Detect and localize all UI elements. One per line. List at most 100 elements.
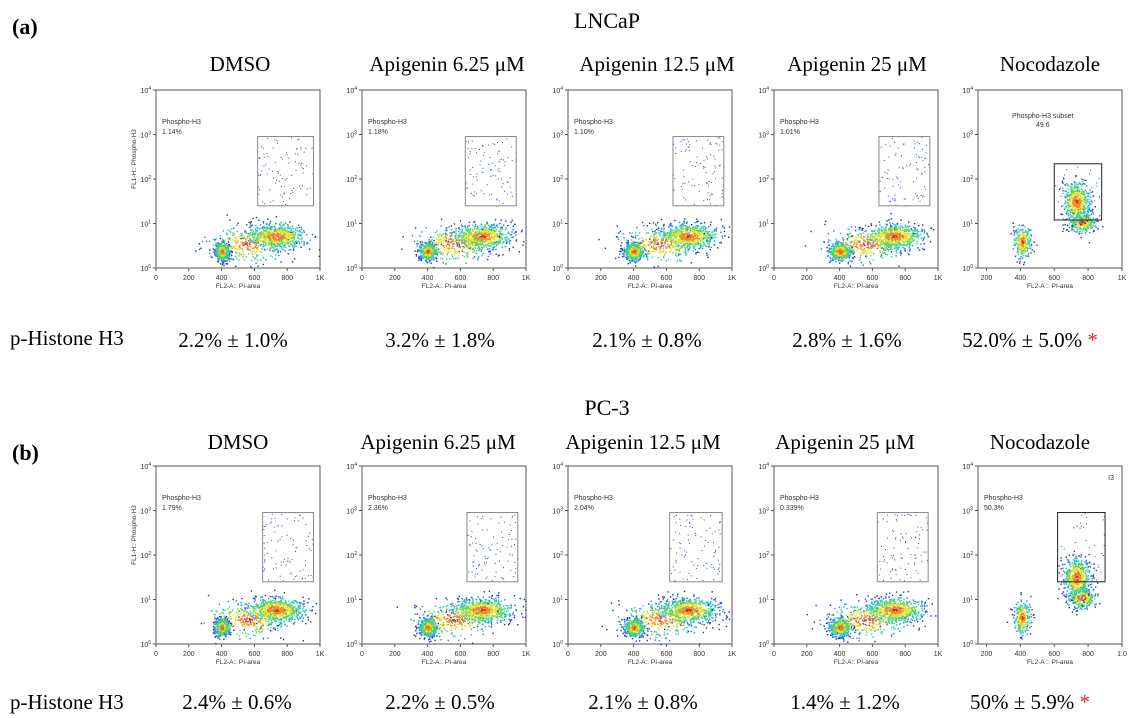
gate-extra-label: I3 [1108, 475, 1114, 482]
y-tick-label: 101 [552, 220, 563, 229]
y-tick-label: 101 [962, 596, 973, 605]
gate-box [669, 512, 723, 583]
x-tick-label: 800 [899, 651, 911, 658]
gate-value: 2.04% [574, 505, 594, 512]
x-axis-label: FL2-A:: PI-area [422, 283, 467, 290]
y-tick-label: 100 [758, 264, 769, 273]
gate-value: 1.79% [162, 505, 182, 512]
gate-box [257, 136, 314, 207]
x-tick-label: 0 [154, 651, 158, 658]
x-tick-label: 400 [422, 651, 434, 658]
col-title-b-1: DMSO [207, 430, 269, 454]
x-tick-label: 600 [1048, 651, 1060, 658]
y-tick-label: 104 [140, 462, 151, 471]
y-tick-label: 100 [346, 640, 357, 649]
x-tick-label: 200 [801, 275, 813, 282]
x-tick-label: 800 [693, 651, 705, 658]
y-tick-label: 101 [140, 220, 151, 229]
significance-star-b: * [1079, 690, 1091, 714]
x-axis-label: FL2-A:: PI-area [216, 659, 261, 666]
x-tick-label: 1K [316, 651, 325, 658]
y-axis-label: FL1-H:: Phospho-H3 [131, 129, 138, 189]
x-tick-label: 600 [867, 275, 879, 282]
scatter-points [601, 514, 731, 646]
x-tick-label: 600 [455, 651, 467, 658]
y-tick-label: 100 [552, 264, 563, 273]
y-tick-label: 101 [140, 596, 151, 605]
col-title-b-5: Nocodazole [989, 430, 1091, 454]
x-tick-label: 0 [772, 275, 776, 282]
x-tick-label: 400 [834, 275, 846, 282]
y-tick-label: 102 [962, 551, 973, 560]
x-tick-label: 400 [422, 275, 434, 282]
x-tick-label: 1.0 [1117, 651, 1127, 658]
value-a-3: 2.1% ± 0.8% [592, 328, 702, 352]
y-tick-label: 100 [962, 640, 973, 649]
significance-star-a: * [1087, 328, 1098, 352]
x-tick-label: 200 [183, 275, 195, 282]
x-tick-label: 600 [867, 651, 879, 658]
y-tick-label: 103 [758, 507, 769, 516]
y-tick-label: 103 [140, 507, 151, 516]
x-tick-label: 1K [522, 275, 531, 282]
y-tick-label: 103 [758, 131, 769, 140]
x-tick-label: 800 [1082, 651, 1094, 658]
y-tick-label: 100 [962, 264, 973, 273]
gate-label: Phospho-H3 [162, 495, 201, 502]
gate-value: 2.36% [368, 505, 388, 512]
y-tick-label: 100 [140, 640, 151, 649]
value-b-2: 2.2% ± 0.5% [385, 690, 495, 714]
x-tick-label: 800 [281, 275, 293, 282]
panel-b-letter: (b) [12, 440, 39, 465]
x-tick-label: 200 [595, 651, 607, 658]
gate-label: Phospho-H3 [574, 495, 613, 502]
gate-box [1053, 163, 1103, 221]
value-b-5: 50% ± 5.9% * [920, 690, 1135, 715]
y-tick-label: 102 [140, 175, 151, 184]
gate-label: Phospho-H3 [368, 119, 407, 126]
y-tick-label: 104 [346, 86, 357, 95]
row-label-b: p-Histone H3 [10, 690, 124, 714]
plot-frame [567, 465, 733, 645]
x-tick-label: 600 [1048, 275, 1060, 282]
x-tick-label: 400 [1015, 651, 1027, 658]
x-tick-label: 600 [249, 275, 261, 282]
scatter-points [598, 137, 731, 268]
gate-value: 1.10% [574, 129, 594, 136]
panel-a-cell-line: LNCaP [574, 8, 640, 33]
x-axis-label: FL2-A:: PI-area [834, 659, 879, 666]
x-tick-label: 0 [566, 651, 570, 658]
scatter-points [396, 514, 527, 644]
x-tick-label: 1K [728, 275, 737, 282]
x-tick-label: 1K [1118, 275, 1127, 282]
y-tick-label: 103 [346, 507, 357, 516]
col-title-b-2: Apigenin 6.25 μM [360, 430, 516, 454]
y-tick-label: 100 [552, 640, 563, 649]
col-title-a-4: Apigenin 25 μM [787, 52, 927, 76]
y-tick-label: 102 [552, 175, 563, 184]
x-tick-label: 200 [389, 651, 401, 658]
scatter-points [804, 136, 935, 267]
y-tick-label: 102 [346, 175, 357, 184]
y-tick-label: 104 [962, 462, 973, 471]
gate-label: Phospho-H3 [368, 495, 407, 502]
x-tick-label: 1K [934, 275, 943, 282]
x-axis-label: FL2-A :: PI-area [1027, 283, 1073, 290]
scatter-points [806, 513, 937, 643]
x-tick-label: 200 [595, 275, 607, 282]
y-tick-label: 101 [346, 220, 357, 229]
x-axis-label: FL2-A:: PI-area [216, 283, 261, 290]
gate-box [878, 136, 931, 207]
value-b-4: 1.4% ± 1.2% [790, 690, 900, 714]
gate-box [1057, 512, 1106, 583]
y-tick-label: 104 [758, 86, 769, 95]
gate-label: Phospho-H3 [574, 119, 613, 126]
row-label-a: p-Histone H3 [10, 326, 124, 350]
x-tick-label: 400 [216, 275, 228, 282]
x-tick-label: 0 [154, 275, 158, 282]
